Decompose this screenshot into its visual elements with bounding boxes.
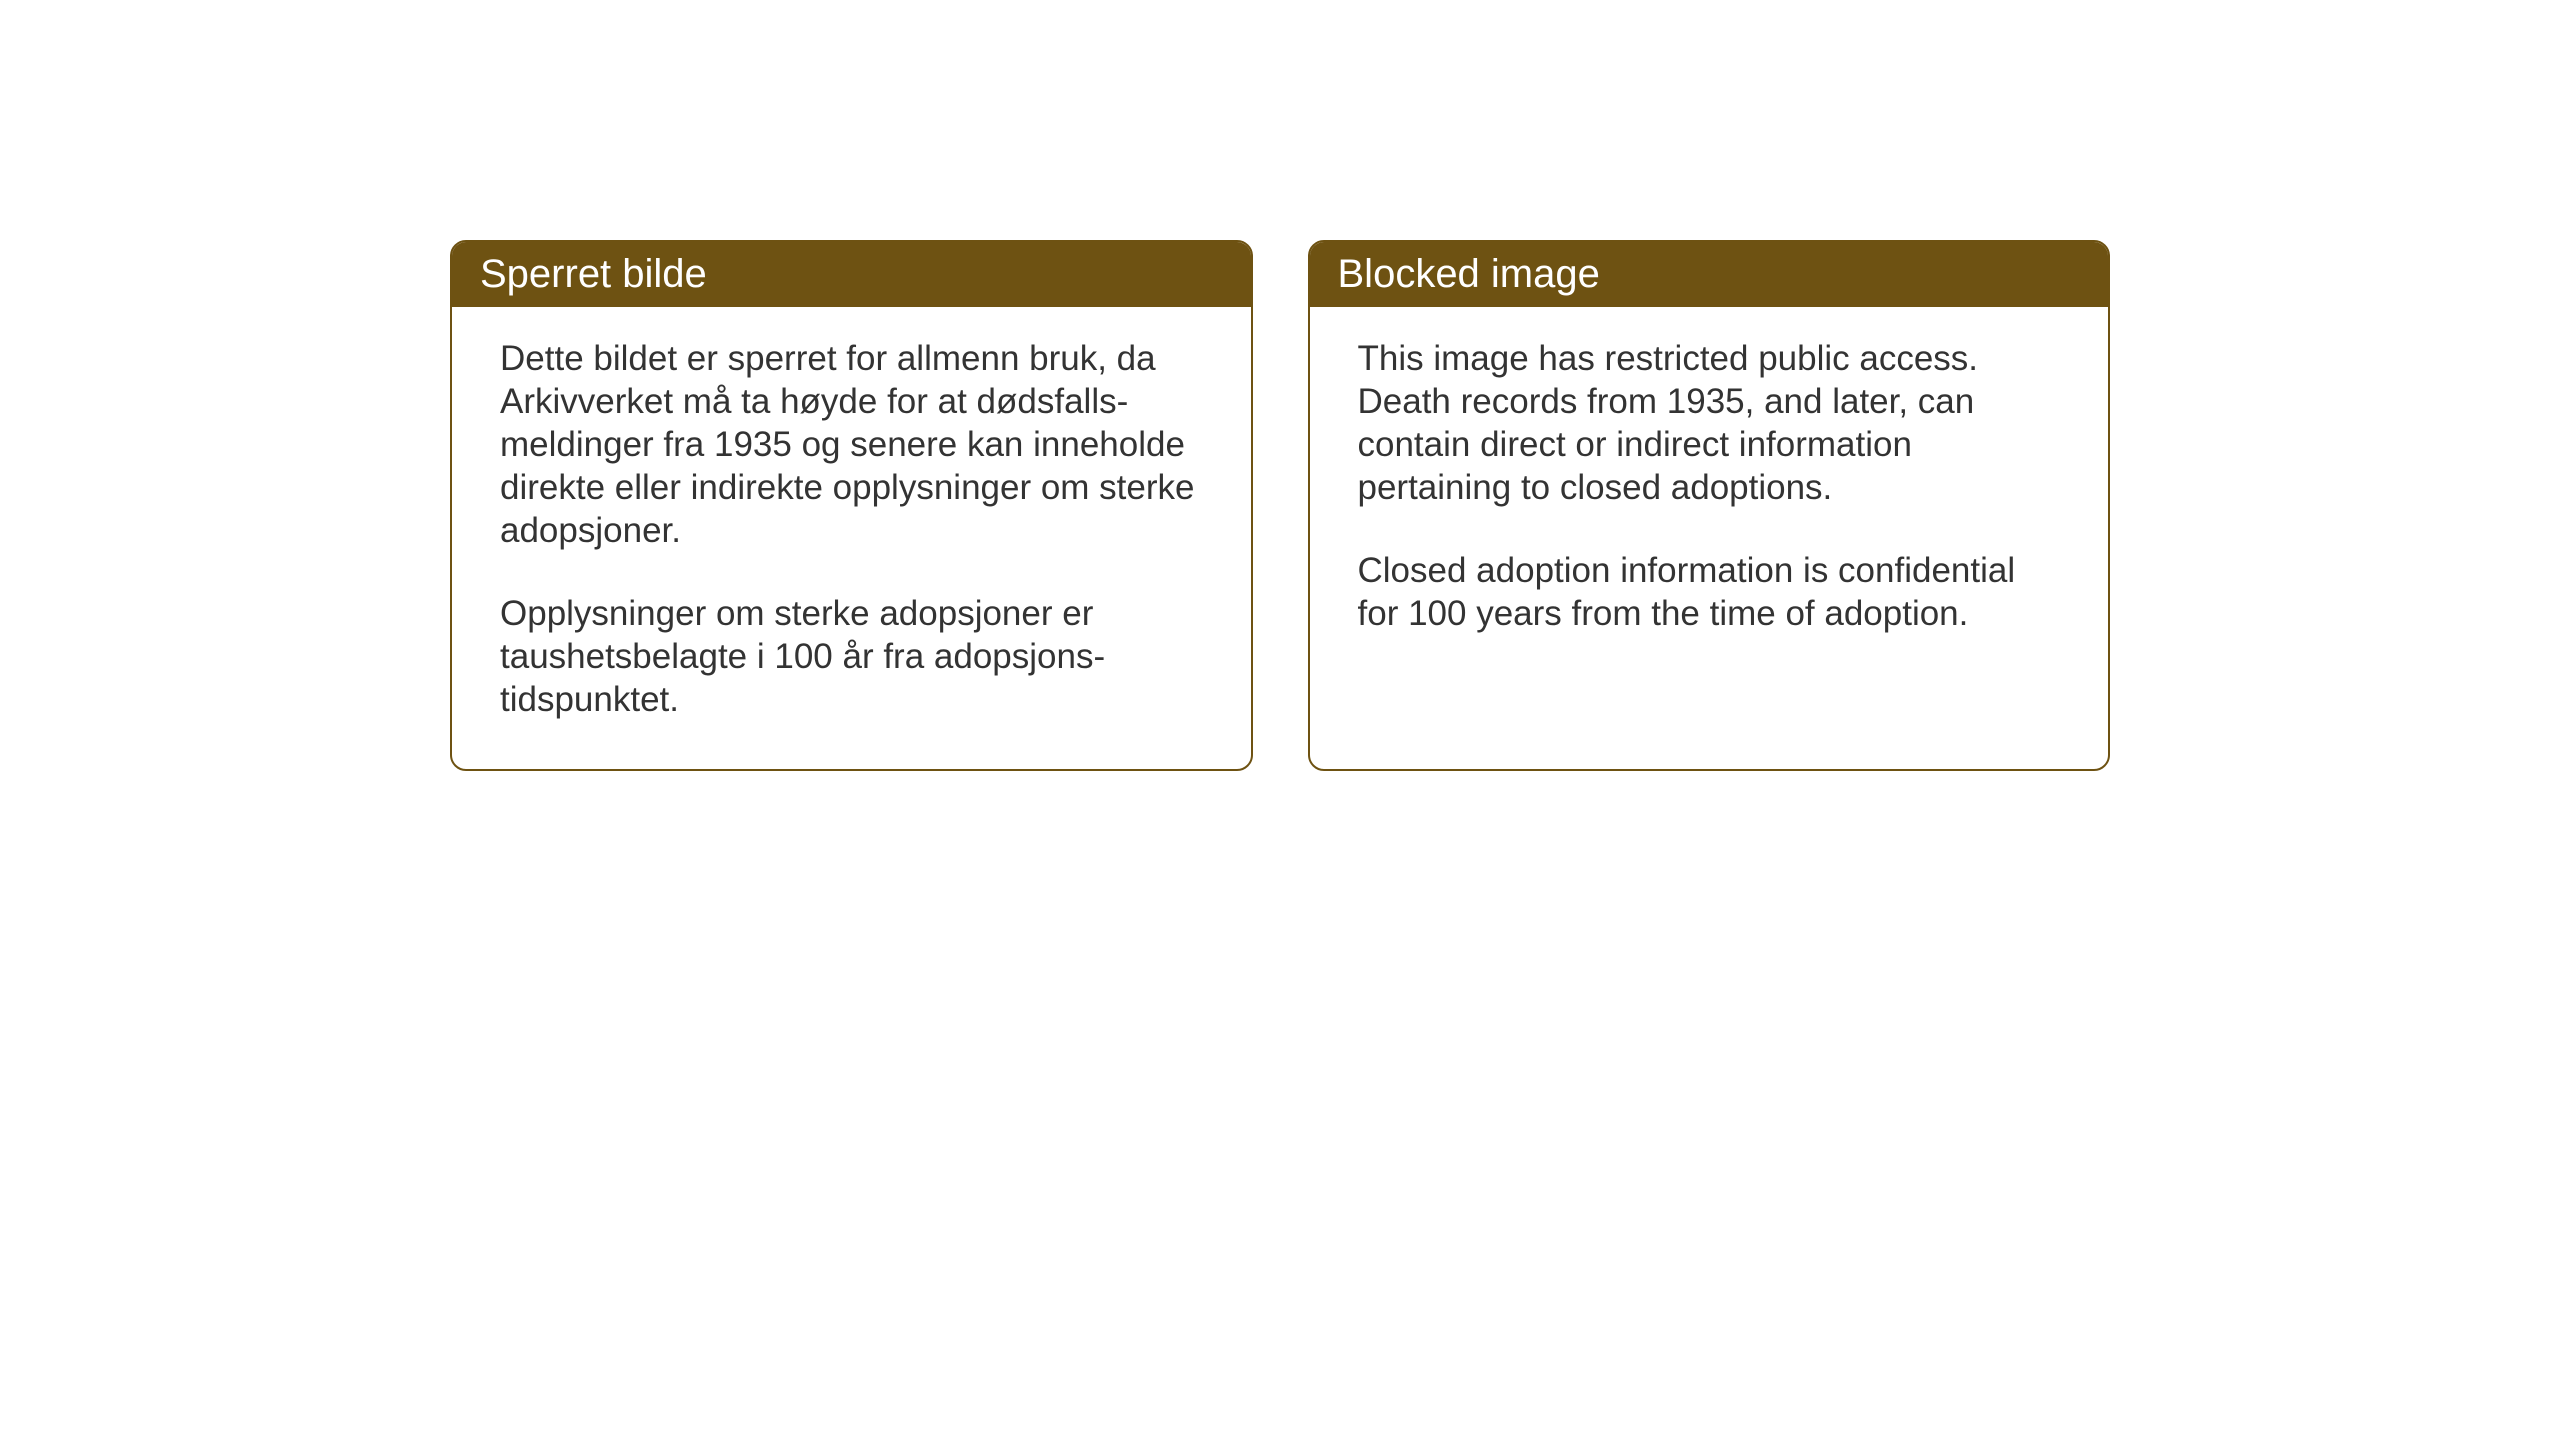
notice-card-english: Blocked image This image has restricted … [1308, 240, 2111, 771]
notice-paragraph-2-norwegian: Opplysninger om sterke adopsjoner er tau… [500, 592, 1203, 721]
notice-body-norwegian: Dette bildet er sperret for allmenn bruk… [452, 307, 1251, 769]
notice-container: Sperret bilde Dette bildet er sperret fo… [0, 0, 2560, 1011]
notice-header-english: Blocked image [1310, 242, 2109, 307]
notice-header-norwegian: Sperret bilde [452, 242, 1251, 307]
notice-paragraph-1-norwegian: Dette bildet er sperret for allmenn bruk… [500, 337, 1203, 552]
notice-card-norwegian: Sperret bilde Dette bildet er sperret fo… [450, 240, 1253, 771]
notice-body-english: This image has restricted public access.… [1310, 307, 2109, 683]
notice-paragraph-1-english: This image has restricted public access.… [1358, 337, 2061, 509]
notice-paragraph-2-english: Closed adoption information is confident… [1358, 549, 2061, 635]
